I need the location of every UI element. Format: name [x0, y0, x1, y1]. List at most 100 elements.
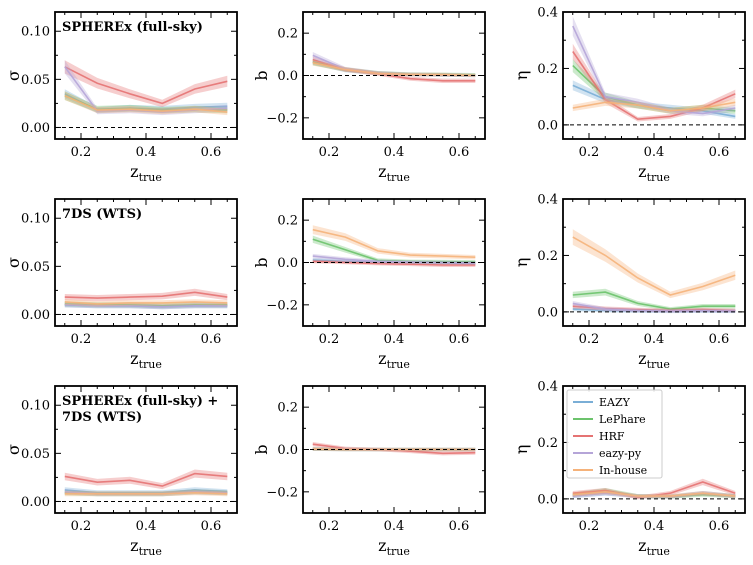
x-tick-label: 0.4 — [384, 519, 405, 534]
series-line-HRF — [572, 51, 736, 121]
series-line-In-house — [572, 490, 736, 497]
x-axis-label: ztrue — [378, 536, 410, 558]
x-tick-label: 0.4 — [644, 332, 665, 347]
y-tick-label: 0.2 — [277, 27, 298, 42]
x-tick-label: 0.2 — [579, 145, 600, 160]
y-tick-label: 0.0 — [537, 305, 558, 320]
y-axis-label: b — [252, 257, 271, 267]
x-tick-label: 0.4 — [136, 332, 157, 347]
y-tick-label: 0.4 — [537, 6, 558, 21]
y-tick-label: 0.2 — [277, 401, 298, 416]
y-tick-label: 0.4 — [537, 193, 558, 208]
y-tick-label: 0.10 — [21, 212, 50, 227]
band-HRF — [64, 60, 228, 108]
y-tick-label: 0.00 — [21, 495, 50, 510]
y-tick-label: 0.4 — [537, 380, 558, 395]
series-line-In-house — [312, 228, 476, 258]
x-tick-label: 0.6 — [449, 332, 470, 347]
x-tick-label: 0.2 — [579, 519, 600, 534]
band-LePhare — [572, 59, 736, 114]
y-axis-label: η — [512, 71, 531, 81]
band-In-house — [312, 225, 476, 260]
legend-box — [566, 389, 663, 479]
legend-label: eazy-py — [599, 447, 642, 460]
band-In-house — [572, 229, 736, 299]
x-tick-label: 0.2 — [579, 332, 600, 347]
y-tick-label: 0.10 — [21, 25, 50, 40]
legend: EAZY LePhare HRF eazy-py In-house — [566, 389, 663, 479]
x-tick-label: 0.2 — [319, 145, 340, 160]
x-axis-label: ztrue — [638, 162, 670, 184]
series-line-eazy-py — [572, 25, 736, 115]
y-axis-label: η — [512, 258, 531, 268]
y-tick-label: −0.2 — [266, 298, 298, 313]
x-axis-label: ztrue — [378, 162, 410, 184]
x-axis-label: ztrue — [378, 349, 410, 371]
panel-0-eta: 0.2 0.4 0.6 0.0 0.2 0.4 η ztrue — [512, 6, 746, 184]
x-tick-label: 0.6 — [709, 145, 730, 160]
series-line-EAZY — [64, 489, 228, 494]
y-tick-label: 0.05 — [21, 73, 50, 88]
y-tick-label: −0.2 — [266, 485, 298, 500]
x-tick-label: 0.6 — [201, 519, 222, 534]
band-HRF — [572, 43, 736, 122]
y-tick-label: −0.2 — [266, 111, 298, 126]
series-line-In-house — [64, 301, 228, 305]
x-tick-label: 0.6 — [449, 519, 470, 534]
x-tick-label: 0.4 — [384, 332, 405, 347]
series-line-LePhare — [312, 238, 476, 263]
x-axis-label: ztrue — [638, 349, 670, 371]
y-tick-label: 0.2 — [277, 214, 298, 229]
panel-title: SPHEREx (full-sky) — [62, 20, 203, 35]
x-axis-label: ztrue — [130, 162, 162, 184]
x-tick-label: 0.4 — [136, 519, 157, 534]
y-axis-label: σ — [4, 444, 23, 455]
y-tick-label: 0.10 — [21, 399, 50, 414]
band-LePhare — [312, 59, 476, 77]
y-tick-label: 0.0 — [537, 492, 558, 507]
y-tick-label: 0.0 — [537, 118, 558, 133]
legend-label: LePhare — [599, 413, 646, 426]
series-line-LePhare — [572, 291, 736, 310]
x-tick-label: 0.2 — [319, 332, 340, 347]
band-HRF — [64, 288, 228, 302]
x-tick-label: 0.4 — [384, 145, 405, 160]
x-axis-label: ztrue — [130, 536, 162, 558]
band-HRF — [64, 469, 228, 490]
series-line-In-house — [572, 101, 736, 112]
series-line-eazy-py — [572, 302, 736, 312]
panel-2-bias: 0.2 0.4 0.6 −0.2 0.0 0.2 b ztrue — [252, 385, 486, 558]
series-line-In-house — [312, 62, 476, 77]
x-tick-label: 0.6 — [709, 519, 730, 534]
series-line-In-house — [572, 236, 736, 296]
y-tick-label: 0.2 — [537, 436, 558, 451]
x-tick-label: 0.2 — [71, 519, 92, 534]
panel-title: 7DS (WTS) — [62, 410, 142, 425]
panel-2-eta: 0.2 0.4 0.6 0.0 0.2 0.4 η ztrue — [512, 380, 746, 558]
y-tick-label: 0.00 — [21, 308, 50, 323]
y-tick-label: 0.2 — [537, 62, 558, 77]
x-axis-label: ztrue — [130, 349, 162, 371]
panel-1-bias: 0.2 0.4 0.6 −0.2 0.0 0.2 b ztrue — [252, 198, 486, 371]
x-tick-label: 0.4 — [644, 519, 665, 534]
x-tick-label: 0.2 — [71, 145, 92, 160]
band-In-house — [572, 489, 736, 499]
panel-title: SPHEREx (full-sky) + — [62, 394, 218, 409]
legend-label: EAZY — [599, 396, 631, 409]
x-tick-label: 0.2 — [319, 519, 340, 534]
band-LePhare — [64, 91, 228, 114]
y-tick-label: 0.0 — [277, 69, 298, 84]
series-line-HRF — [64, 472, 228, 487]
series-line-HRF — [312, 443, 476, 455]
panel-1-sigma: 0.2 0.4 0.6 0.00 0.05 0.10 σ ztrue 7DS (WTS) — [4, 198, 238, 371]
y-tick-label: 0.05 — [21, 447, 50, 462]
x-tick-label: 0.6 — [709, 332, 730, 347]
y-tick-label: 0.00 — [21, 121, 50, 136]
panel-0-sigma: 0.2 0.4 0.6 0.00 0.05 0.10 σ ztrue SPHEREx (full… — [4, 11, 238, 184]
x-tick-label: 0.6 — [201, 145, 222, 160]
x-tick-label: 0.6 — [449, 145, 470, 160]
series-line-LePhare — [64, 303, 228, 307]
legend-label: In-house — [599, 464, 647, 477]
series-line-HRF — [64, 66, 228, 105]
